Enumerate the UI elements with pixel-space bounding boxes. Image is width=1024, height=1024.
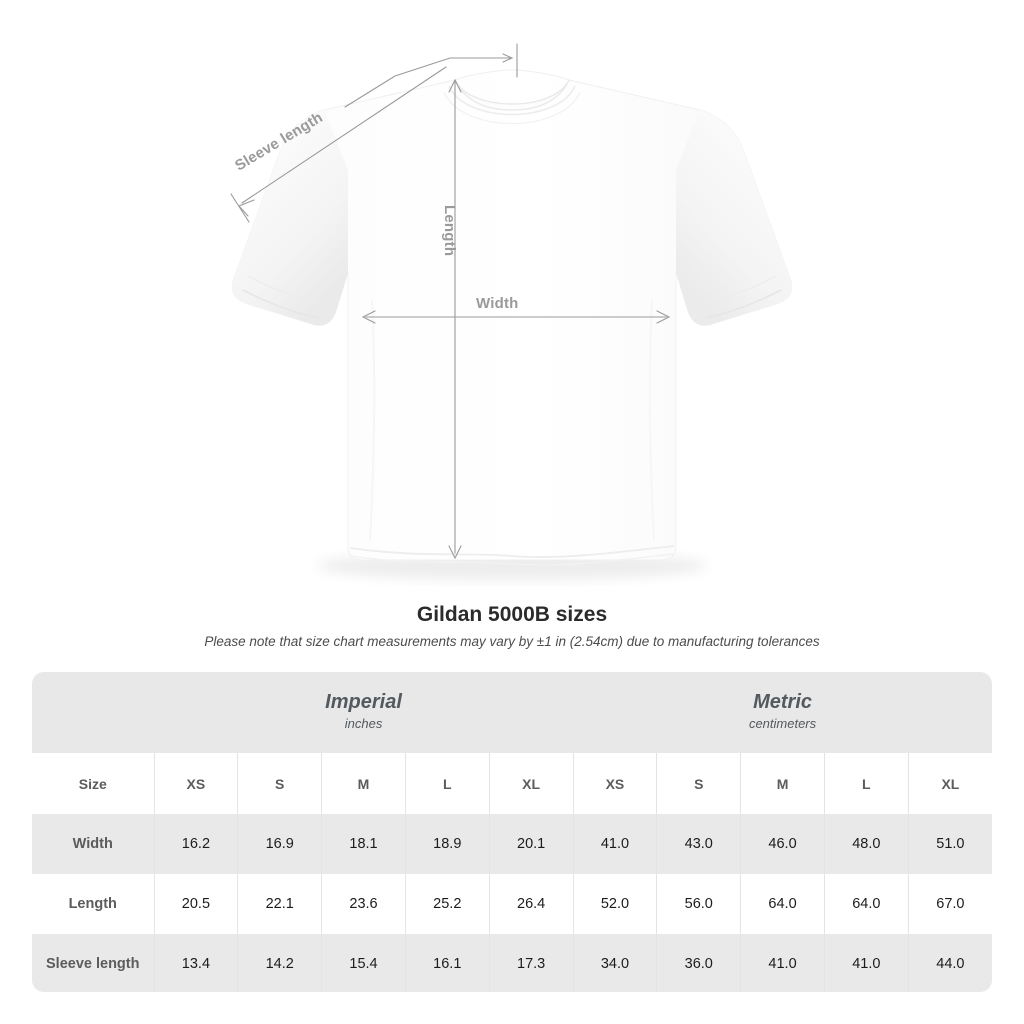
cell-width-imperial-l: 18.9 bbox=[405, 814, 490, 874]
cell-length-imperial-xl: 26.4 bbox=[489, 874, 574, 934]
cell-length-metric-l: 64.0 bbox=[824, 874, 909, 934]
length-arrow-head-top bbox=[448, 78, 462, 93]
size-header-cell-metric-m: M bbox=[740, 753, 825, 814]
cell-length-imperial-m: 23.6 bbox=[321, 874, 406, 934]
body-fold-right bbox=[648, 299, 655, 541]
size-header-cell-metric-l: L bbox=[824, 753, 909, 814]
row-label-width: Width bbox=[32, 814, 155, 874]
bottom-hem-edge bbox=[349, 553, 675, 566]
cell-sleeve-metric-xs: 34.0 bbox=[573, 934, 658, 992]
unit-group-imperial-sub: inches bbox=[344, 716, 383, 732]
bottom-hem bbox=[349, 545, 675, 558]
size-header-cell-imperial-s: S bbox=[237, 753, 323, 814]
shoulder-reference-line bbox=[344, 57, 511, 108]
cell-length-imperial-s: 22.1 bbox=[237, 874, 323, 934]
cell-sleeve-imperial-l: 16.1 bbox=[405, 934, 490, 992]
table-row: Length 20.5 22.1 23.6 25.2 26.4 52.0 56.… bbox=[32, 874, 992, 934]
cell-sleeve-imperial-s: 14.2 bbox=[237, 934, 323, 992]
unit-group-metric-sub: centimeters bbox=[748, 716, 817, 732]
cell-length-imperial-l: 25.2 bbox=[405, 874, 490, 934]
table-row: Width 16.2 16.9 18.1 18.9 20.1 41.0 43.0… bbox=[32, 814, 992, 874]
tolerance-note: Please note that size chart measurements… bbox=[204, 634, 820, 649]
cell-sleeve-metric-l: 41.0 bbox=[824, 934, 909, 992]
right-sleeve bbox=[676, 110, 792, 326]
cell-width-imperial-s: 16.9 bbox=[237, 814, 323, 874]
sleeve-length-arrow-head bbox=[238, 199, 255, 217]
left-sleeve-hem bbox=[242, 289, 319, 319]
tshirt-illustration bbox=[230, 43, 793, 580]
cell-width-metric-xs: 41.0 bbox=[573, 814, 658, 874]
width-annotation: Width bbox=[476, 295, 519, 312]
size-header-cell-imperial-xl: XL bbox=[489, 753, 574, 814]
cell-width-imperial-xl: 20.1 bbox=[489, 814, 574, 874]
length-arrow-head-bottom bbox=[448, 545, 462, 560]
cell-length-metric-xs: 52.0 bbox=[573, 874, 658, 934]
cell-length-imperial-xs: 20.5 bbox=[154, 874, 239, 934]
unit-group-imperial: Imperial inches bbox=[154, 672, 574, 753]
cell-width-metric-xl: 51.0 bbox=[908, 814, 992, 874]
tshirt-diagram: Sleeve length Length Width bbox=[230, 43, 793, 580]
unit-group-metric: Metric centimeters bbox=[573, 672, 992, 753]
size-header-row: Size XS S M L XL XS S M L XL bbox=[32, 753, 992, 814]
width-arrow-head-left bbox=[361, 310, 376, 324]
sleeve-length-line bbox=[241, 66, 447, 204]
size-table: Imperial inches Metric centimeters Size … bbox=[32, 672, 992, 992]
size-table-container: Imperial inches Metric centimeters Size … bbox=[32, 672, 992, 992]
cell-sleeve-imperial-xs: 13.4 bbox=[154, 934, 239, 992]
unit-group-spacer bbox=[32, 672, 154, 753]
shoulder-arrow-head bbox=[502, 53, 514, 63]
size-header-cell-imperial-xs: XS bbox=[154, 753, 239, 814]
dimension-lines bbox=[230, 43, 671, 560]
cell-length-metric-xl: 67.0 bbox=[908, 874, 992, 934]
cell-width-imperial-xs: 16.2 bbox=[154, 814, 239, 874]
cell-length-metric-s: 56.0 bbox=[656, 874, 742, 934]
cell-sleeve-metric-s: 36.0 bbox=[656, 934, 742, 992]
size-header-cell-metric-xl: XL bbox=[908, 753, 992, 814]
cell-sleeve-imperial-m: 15.4 bbox=[321, 934, 406, 992]
page-title: Gildan 5000B sizes bbox=[416, 603, 608, 626]
size-header-cell-metric-s: S bbox=[656, 753, 742, 814]
unit-group-metric-name: Metric bbox=[753, 691, 812, 714]
size-header-cell-metric-xs: XS bbox=[573, 753, 658, 814]
cell-width-metric-m: 46.0 bbox=[740, 814, 825, 874]
collar-seam bbox=[443, 91, 581, 125]
cell-width-metric-l: 48.0 bbox=[824, 814, 909, 874]
size-header-cell-imperial-m: M bbox=[321, 753, 406, 814]
cell-sleeve-metric-xl: 44.0 bbox=[908, 934, 992, 992]
cell-width-imperial-m: 18.1 bbox=[321, 814, 406, 874]
sleeve-length-tick bbox=[230, 193, 250, 223]
unit-group-imperial-name: Imperial bbox=[325, 691, 402, 714]
row-label-length: Length bbox=[32, 874, 155, 934]
width-arrow-head-right bbox=[656, 310, 671, 324]
left-sleeve bbox=[232, 110, 348, 326]
row-label-sleeve-length: Sleeve length bbox=[32, 934, 155, 992]
size-header-cell-imperial-l: L bbox=[405, 753, 490, 814]
cell-length-metric-m: 64.0 bbox=[740, 874, 825, 934]
length-annotation: Length bbox=[441, 205, 458, 257]
cell-sleeve-metric-m: 41.0 bbox=[740, 934, 825, 992]
collar-rib bbox=[448, 85, 576, 116]
size-header-label: Size bbox=[32, 753, 155, 814]
collar bbox=[454, 79, 570, 111]
left-sleeve-hem-inner bbox=[247, 275, 323, 305]
table-row: Sleeve length 13.4 14.2 15.4 16.1 17.3 3… bbox=[32, 934, 992, 992]
right-sleeve-hem bbox=[705, 289, 782, 319]
cell-width-metric-s: 43.0 bbox=[656, 814, 742, 874]
body-fold-left bbox=[369, 299, 376, 541]
cell-sleeve-imperial-xl: 17.3 bbox=[489, 934, 574, 992]
right-sleeve-hem-inner bbox=[701, 275, 777, 305]
unit-group-row: Imperial inches Metric centimeters bbox=[32, 672, 992, 753]
